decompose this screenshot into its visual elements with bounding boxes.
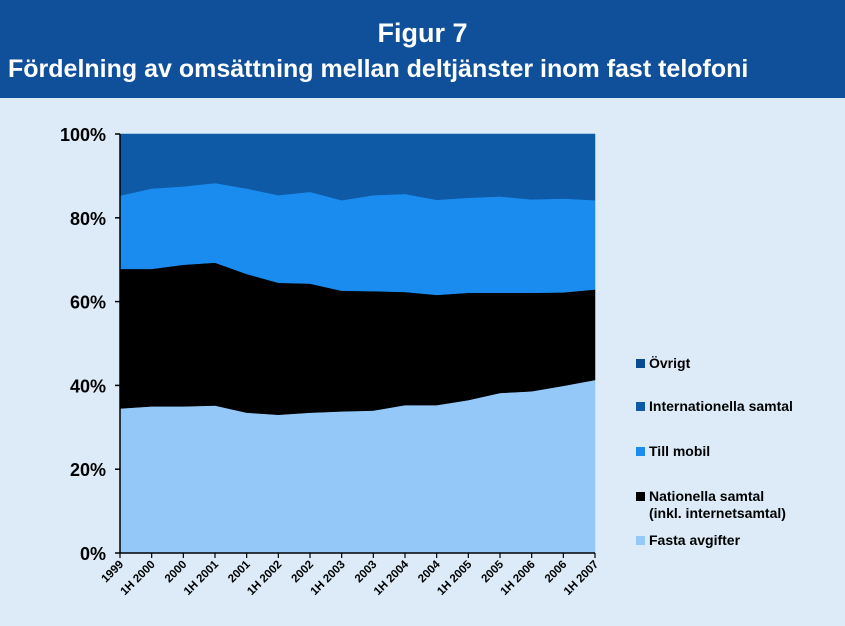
legend-label: Internationella samtal: [649, 398, 793, 414]
x-tick-label: 1H 2003: [309, 559, 348, 598]
legend-swatch: [636, 492, 645, 501]
legend-swatch: [636, 402, 645, 411]
legend-label: Till mobil: [649, 443, 711, 459]
x-tick-label: 2002: [290, 559, 317, 586]
x-tick-label: 1H 2004: [372, 558, 412, 598]
legend-label: Fasta avgifter: [649, 532, 741, 548]
y-tick-label: 100%: [60, 125, 106, 145]
series-area-internationella-samtal: [119, 133, 596, 201]
x-tick-label: 1H 2007: [562, 559, 601, 598]
x-tick-label: 2003: [353, 559, 380, 586]
x-tick-label: 1H 2000: [119, 559, 158, 598]
figure-label: Figur 7: [377, 18, 468, 48]
x-tick-label: 1H 2006: [499, 559, 538, 598]
legend-swatch: [636, 359, 645, 368]
legend-swatch: [636, 447, 645, 456]
legend-label: Nationella samtal (inkl. internetsamtal): [649, 488, 786, 521]
legend-label: Övrigt: [649, 355, 691, 371]
chart-title: Fördelning av omsättning mellan deltjäns…: [8, 55, 749, 83]
x-tick-label: 2006: [543, 559, 570, 586]
header-banner: Figur 7 Fördelning av omsättning mellan …: [0, 0, 845, 98]
x-tick-label: 2001: [226, 558, 253, 585]
y-tick-label: 80%: [70, 209, 106, 229]
y-tick-label: 40%: [70, 376, 106, 396]
x-tick-label: 1H 2005: [435, 558, 475, 598]
x-tick-label: 2004: [416, 558, 443, 585]
x-tick-label: 1H 2001: [182, 558, 222, 598]
legend-swatch: [636, 536, 645, 545]
x-tick-label: 2005: [480, 558, 507, 585]
y-tick-label: 60%: [70, 293, 106, 313]
x-tick-label: 2000: [163, 559, 190, 586]
x-tick-label: 1H 2002: [245, 559, 284, 598]
y-tick-label: 0%: [80, 544, 106, 564]
y-tick-label: 20%: [70, 460, 106, 480]
